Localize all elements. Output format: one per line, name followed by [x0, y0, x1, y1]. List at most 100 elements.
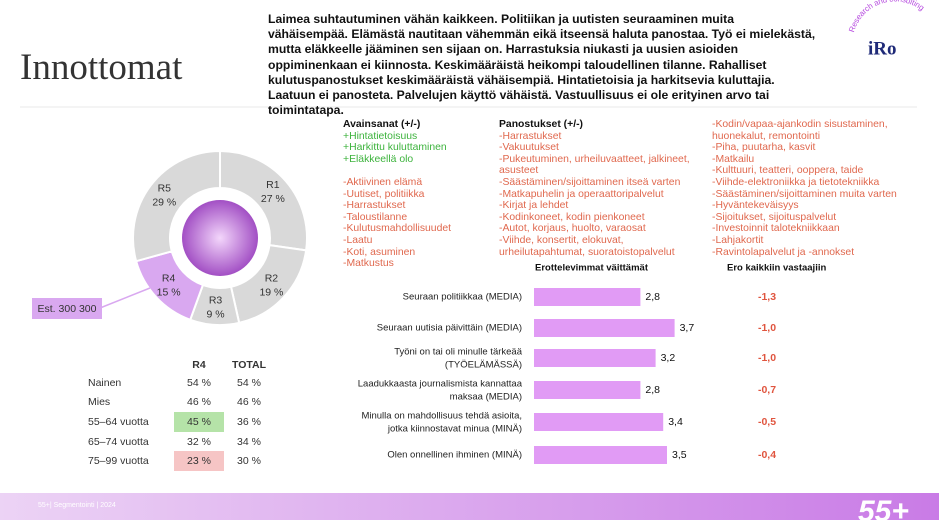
- investment-item: -Autot, korjaus, huolto, varaosat: [499, 223, 646, 235]
- statement-line: (TYÖELÄMÄSSÄ): [445, 359, 522, 370]
- diff-value: -1,3: [758, 291, 776, 303]
- investment-item: -Matkailu: [712, 153, 755, 165]
- bar: [534, 288, 641, 306]
- spacer-cell: [88, 357, 174, 373]
- bar-value: 2,8: [645, 384, 660, 396]
- table-row: 55–64 vuotta 45 % 36 %: [88, 412, 274, 432]
- spacer: [343, 165, 493, 177]
- investment-item: -Lahjakortit: [712, 234, 764, 246]
- statement-line: jotka kiinnostavat minua (MINÄ): [387, 423, 522, 434]
- bar: [534, 349, 656, 367]
- bars-heading: Erottelevimmat väittämät: [535, 263, 649, 274]
- row-label: 65–74 vuotta: [88, 435, 149, 448]
- segment-value: 27 %: [261, 193, 285, 205]
- investment-item: -Kulttuuri, teatteri, ooppera, taide: [712, 165, 864, 177]
- bar: [534, 446, 667, 464]
- table-cell: 23 %: [174, 451, 224, 471]
- keyword-negative: -Uutiset, politiikka: [343, 188, 425, 200]
- diff-value: -0,5: [758, 416, 776, 428]
- diff-value: -1,0: [758, 322, 776, 334]
- statement-line: Työni on tai oli minulle tärkeää: [394, 346, 523, 357]
- statement-label: Seuraan politiikkaa (MEDIA): [403, 292, 522, 303]
- table-row: Nainen 54 % 54 %: [88, 373, 274, 393]
- table-row: 75–99 vuotta 23 % 30 %: [88, 451, 274, 471]
- investment-item: -Matkapuhelin ja operaattoripalvelut: [499, 188, 664, 200]
- investment-item: -Säästäminen/sijoittaminen itseä varten: [499, 176, 681, 188]
- bar: [534, 381, 641, 399]
- investment-item: -Ravintolapalvelut ja -annokset: [712, 246, 855, 258]
- bar-value: 3,7: [680, 322, 695, 334]
- bar: [534, 413, 664, 431]
- table-cell: 32 %: [187, 435, 211, 448]
- table-row: 65–74 vuotta 32 % 34 %: [88, 432, 274, 452]
- table-row: Mies 46 % 46 %: [88, 393, 274, 413]
- keywords-heading: Avainsanat (+/-): [343, 119, 421, 130]
- row-label: Nainen: [88, 376, 122, 389]
- investment-item: -Kodinkoneet, kodin pienkoneet: [499, 211, 645, 223]
- statement-label: Työni on tai oli minulle tärkeää (TYÖELÄM…: [394, 346, 523, 370]
- table-cell: 46 %: [187, 396, 211, 409]
- profile-table: R4 TOTAL Nainen 54 % 54 % Mies 46 % 46 % 55–64 v…: [88, 357, 274, 471]
- investment-item: -Viihde-elektroniikka ja tietotekniikka: [712, 176, 880, 188]
- investment-item: -Piha, puutarha, kasvit: [712, 142, 816, 154]
- statement-label: Minulla on mahdollisuus tehdä asioita, jo…: [361, 410, 522, 434]
- bar-value: 2,8: [645, 291, 660, 303]
- keyword-negative: -Harrastukset: [343, 200, 406, 212]
- table-cell: 54 %: [237, 376, 261, 389]
- bar-value: 3,4: [668, 416, 683, 428]
- statement-line: Minulla on mahdollisuus tehdä asioita,: [361, 410, 522, 421]
- donut-segment: [132, 149, 221, 263]
- investments: Panostukset (+/-) -Harrastukset -Vakuutuks…: [499, 119, 704, 258]
- footer-band: [0, 493, 939, 520]
- diff-heading: Ero kaikkiin vastaajiin: [727, 263, 826, 274]
- investment-item: -Pukeutuminen, urheiluvaatteet, jalkinee…: [499, 153, 690, 177]
- description: Laimea suhtautuminen vähän kaikkeen. Pol…: [268, 12, 816, 118]
- segment-label: R3: [209, 295, 223, 307]
- donut-segment: [219, 149, 308, 252]
- diff-value: -1,0: [758, 352, 776, 364]
- investment-item: -Sijoitukset, sijoituspalvelut: [712, 211, 837, 223]
- investment-item: -Vakuutukset: [499, 142, 559, 154]
- investment-item: -Investoinnit talotekniikkaan: [712, 223, 840, 235]
- row-label: 55–64 vuotta: [88, 415, 149, 428]
- logo: iRo: [868, 38, 897, 59]
- callout-line: [99, 287, 151, 309]
- diff-value: -0,7: [758, 384, 776, 396]
- bar-value: 3,2: [661, 352, 676, 364]
- table-cell: 46 %: [237, 396, 261, 409]
- table-cell: 54 %: [187, 376, 211, 389]
- table-cell: 36 %: [237, 415, 261, 428]
- diff-value: -0,4: [758, 449, 776, 461]
- bar: [534, 319, 675, 337]
- callout-label: Est. 300 300: [38, 303, 97, 315]
- statement-label: Seuraan uutisia päivittäin (MEDIA): [377, 323, 522, 334]
- bar-chart: Erottelevimmat väittämät Ero kaikkiin vas…: [358, 263, 826, 464]
- column-header: R4: [192, 359, 206, 371]
- segment-label: R5: [158, 182, 172, 194]
- keyword-negative: -Laatu: [343, 234, 373, 246]
- row-label: 75–99 vuotta: [88, 455, 149, 468]
- callout-box: [32, 298, 102, 319]
- investments-heading: Panostukset (+/-): [499, 119, 584, 130]
- segment-label: R1: [266, 179, 280, 191]
- footer-logo: 55+: [858, 495, 909, 528]
- segment-value: 19 %: [259, 286, 283, 298]
- statement-label: Olen onnellinen ihminen (MINÄ): [387, 450, 522, 461]
- table-cell: 34 %: [237, 435, 261, 448]
- column-header: TOTAL: [231, 359, 267, 371]
- keyword-negative: -Matkustus: [343, 258, 394, 270]
- segment-label: R2: [265, 272, 279, 284]
- investment-item: -Viihde, konsertit, elokuvat, urheilutap…: [499, 234, 675, 258]
- title: Innottomat: [20, 47, 183, 88]
- keyword-negative: -Koti, asuminen: [343, 246, 416, 258]
- keyword-negative: -Kulutusmahdollisuudet: [343, 223, 452, 235]
- bar-value: 3,5: [672, 449, 687, 461]
- keyword-positive: +Hintatietoisuus: [343, 130, 418, 142]
- logo-arc-text: Research and consulting: [847, 0, 926, 33]
- face-image: [182, 200, 258, 276]
- investment-item: -Kirjat ja lehdet: [499, 200, 569, 212]
- table-cell: 30 %: [237, 455, 261, 468]
- investment-item: -Hyväntekeväisyys: [712, 200, 799, 212]
